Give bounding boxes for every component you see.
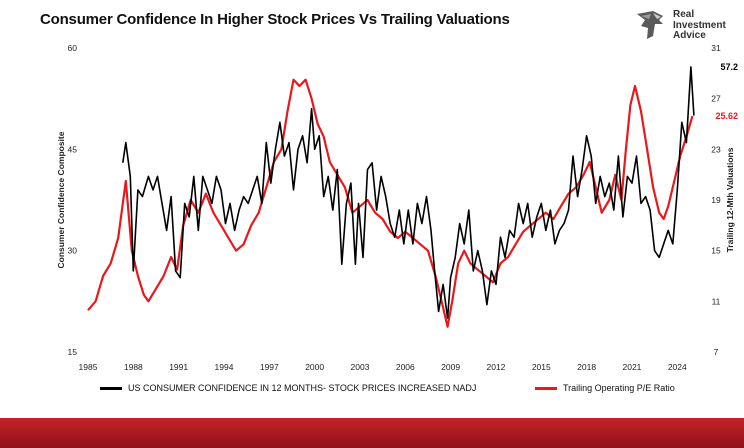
legend-swatch-black [100,386,122,390]
y-left-tick-label: 15 [68,347,78,357]
x-tick-label: 1985 [79,362,98,372]
x-tick-label: 2015 [532,362,551,372]
legend-item-pe-ratio: Trailing Operating P/E Ratio [535,383,675,393]
x-tick-label: 2021 [622,362,641,372]
y-left-tick-label: 45 [68,144,78,154]
x-tick-label: 1994 [215,362,234,372]
y-right-tick-label: 23 [711,144,721,154]
y-right-tick-label: 7 [714,347,719,357]
y-right-tick-label: 15 [711,246,721,256]
x-tick-label: 2003 [351,362,370,372]
legend-item-consumer-confidence: US CONSUMER CONFIDENCE IN 12 MONTHS- STO… [100,383,476,393]
x-tick-label: 2018 [577,362,596,372]
x-tick-label: 1997 [260,362,279,372]
x-tick-label: 2012 [487,362,506,372]
x-tick-label: 2024 [668,362,687,372]
legend-label-consumer-confidence: US CONSUMER CONFIDENCE IN 12 MONTHS- STO… [128,383,477,393]
logo-line-1: Real [673,9,695,20]
x-tick-label: 1988 [124,362,143,372]
legend-label-pe-ratio: Trailing Operating P/E Ratio [563,383,675,393]
logo-text: Real Investment Advice [673,9,726,42]
y-right-tick-label: 27 [711,94,721,104]
y-right-axis-title: Trailing 12-Mth Valuations [725,147,735,252]
y-right-tick-label: 31 [711,43,721,53]
page-title: Consumer Confidence In Higher Stock Pric… [40,11,510,28]
legend-swatch-red [535,386,557,390]
x-tick-label: 1991 [169,362,188,372]
y-left-axis-title: Consumer Confidence Composite [56,131,66,268]
logo-line-2: Investment [673,19,726,31]
brand-logo: Real Investment Advice [633,8,733,44]
x-tick-label: 2009 [441,362,460,372]
series-line-consumer-confidence [122,66,695,319]
chart: 1985 1988 1991 1994 1997 2000 2003 2006 2009 2012… [56,43,738,372]
y-right-tick-label: 19 [711,195,721,205]
x-tick-label: 2006 [396,362,415,372]
eagle-logo-icon [637,11,663,39]
y-left-tick-label: 60 [68,43,78,53]
y-right-tick-label: 11 [712,296,721,306]
footer-bar [0,418,744,448]
annotation-red-last: 25.62 [715,111,738,121]
x-tick-label: 2000 [305,362,324,372]
logo-line-3: Advice [673,30,706,41]
annotation-black-last: 57.2 [720,62,738,72]
y-left-tick-label: 30 [68,246,78,256]
series-line-pe-ratio [87,78,694,328]
